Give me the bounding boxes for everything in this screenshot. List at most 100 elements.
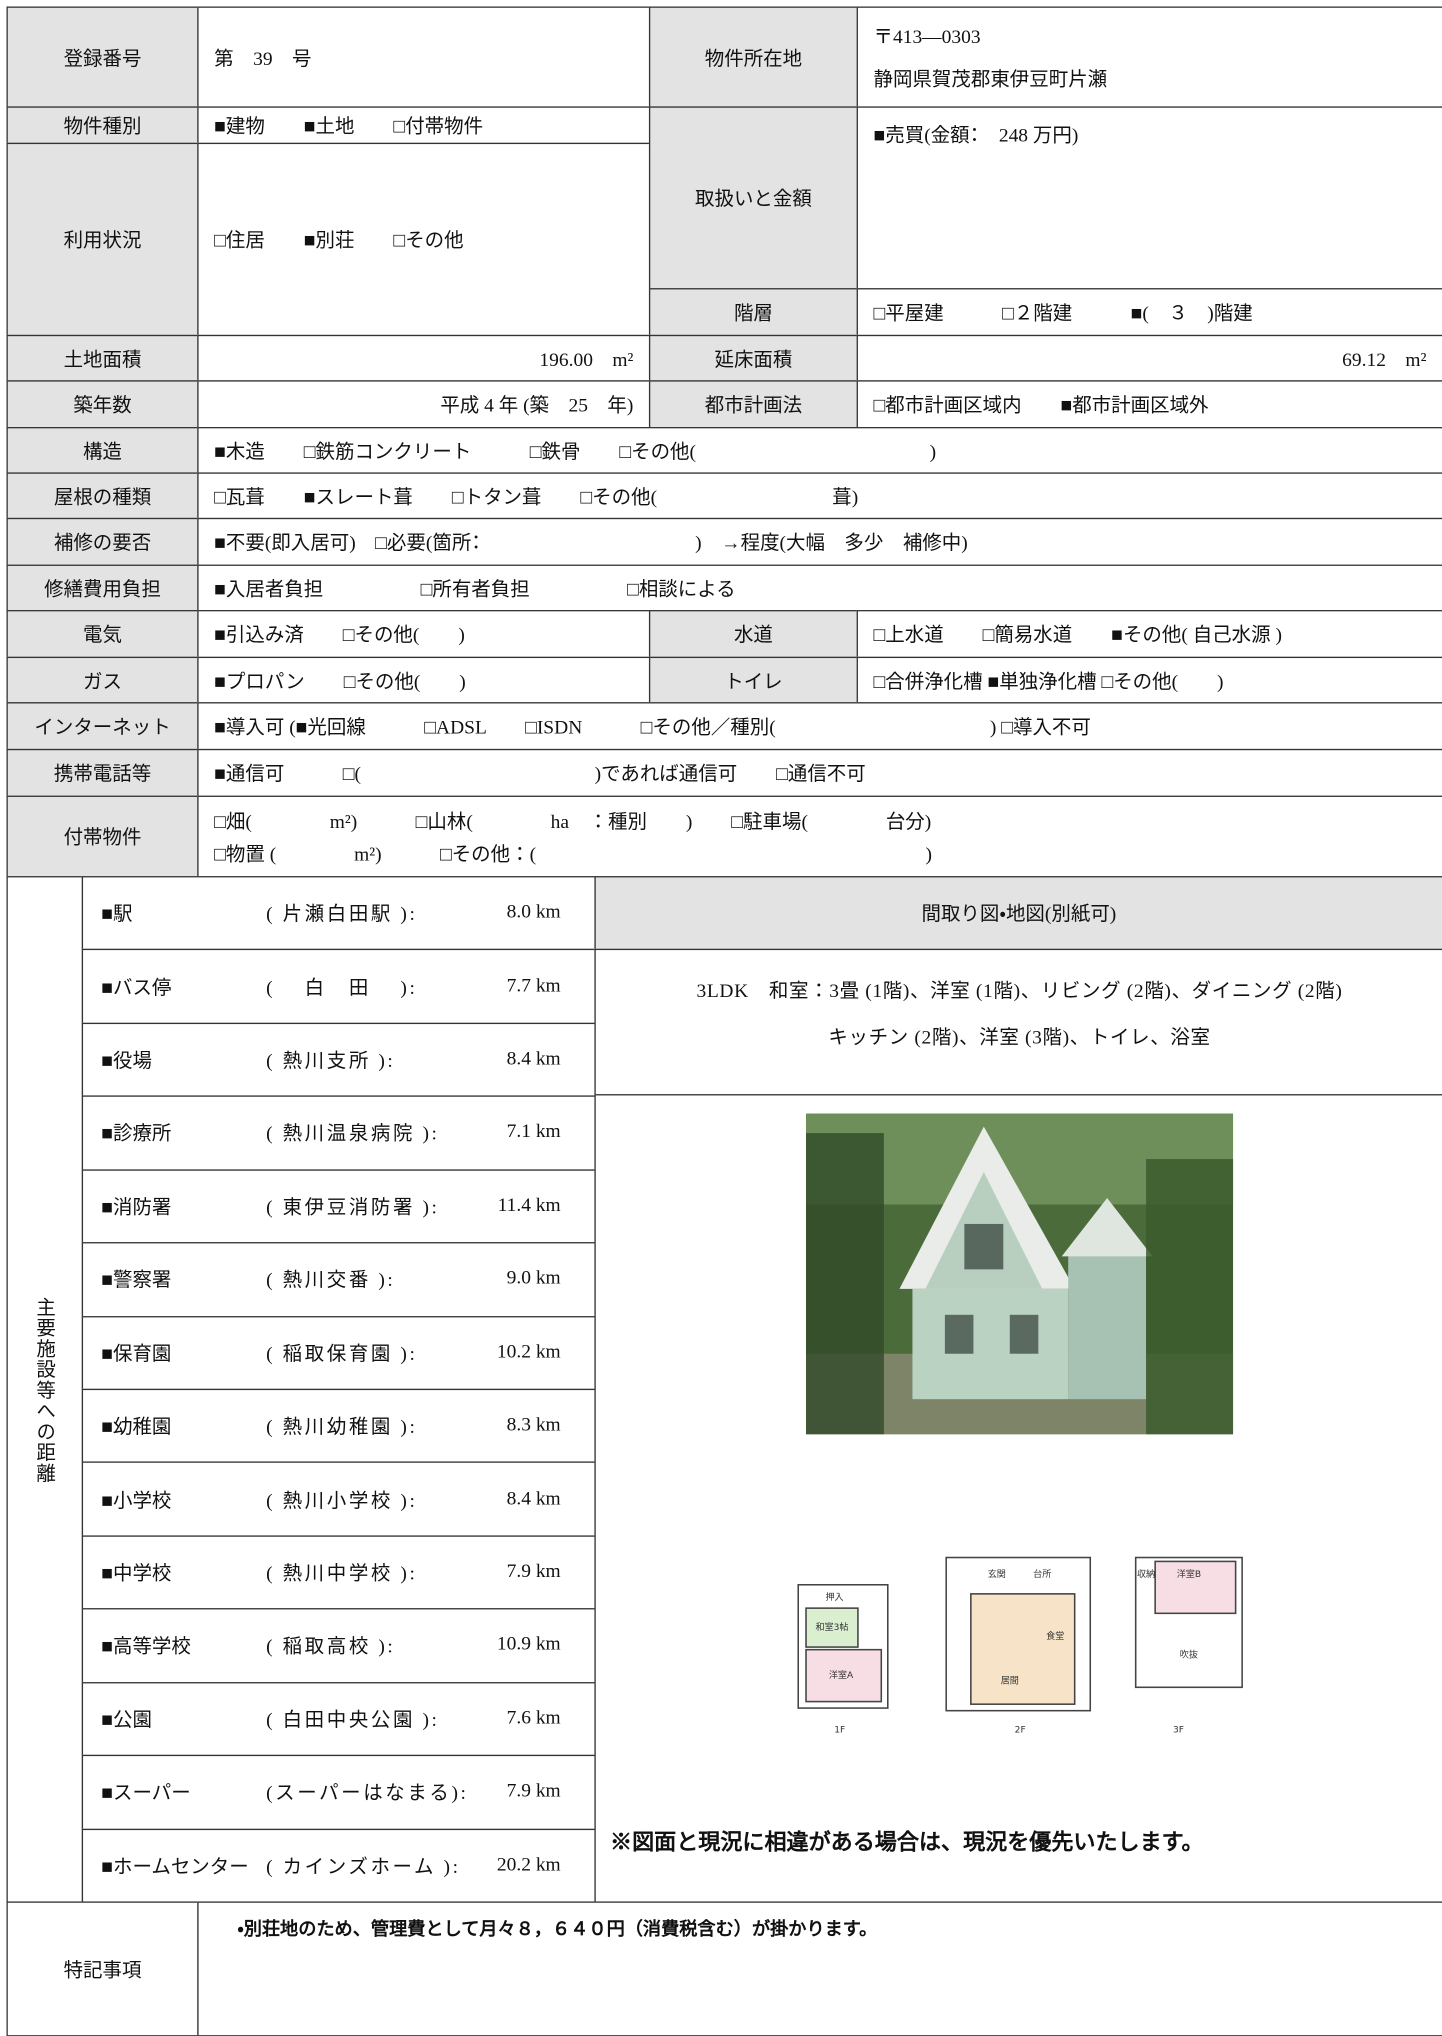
facility-place: ( 熱川支所 ): [266,1051,396,1073]
facility-name: ■駅 [101,904,133,926]
remarks-text: ・別荘地のため、管理費として月々８，６４０円（消費税含む）が掛かります。 [197,1901,1442,2036]
section-label: 主要施設等への距離 [6,876,84,1903]
facility-place: ( カインズホーム ): [266,1857,461,1878]
facility-distance: 20.2 km [496,1854,561,1876]
label-cell: 利用状況 [6,142,199,337]
facility-distance: 7.9 km [506,1781,561,1802]
plan-label: 和室3帖 [815,1621,848,1633]
facility-name: ■警察署 [101,1271,172,1292]
value-cell: □瓦葺 ■スレート葺 □トタン葺 □その他( 葺) [197,472,1442,520]
value-cell: ■通信可 □( )であれば通信可 □通信不可 [197,748,1442,797]
value-cell: □合併浄化槽 ■単独浄化槽 □その他( ) [856,656,1442,704]
facility-place: ( 白 田 ): [266,978,418,999]
facility-name: ■高等学校 [101,1637,191,1659]
label-cell: 都市計画法 [648,380,858,429]
facility-distance: 8.4 km [506,1048,561,1070]
label-cell: 築年数 [6,380,199,429]
plan-label: 居間 [1001,1675,1019,1686]
notice: ※図面と現況に相違がある場合は、現況を優先いたします。 [610,1830,1204,1855]
value-cell: 69.12 m² [856,334,1442,382]
value-cell: 平成 4 年 (築 25 年) [197,380,651,429]
distance-row: ■警察署 ( 熱川交番 ): 9.0 km [81,1242,596,1317]
value-cell: ■建物 ■土地 □付帯物件 [197,106,651,145]
value-cell: ■不要(即入居可) □必要(箇所： ) →程度(大幅 多少 補修中) [197,517,1442,566]
label-cell: 特記事項 [6,1901,199,2036]
facility-place: (スーパーはなまる): [266,1783,469,1805]
facility-name: ■スーパー [101,1783,191,1805]
label-cell: 電気 [6,610,199,659]
label-cell: トイレ [648,656,858,704]
facility-name: ■中学校 [101,1564,172,1585]
distance-row: ■役場 ( 熱川支所 ): 8.4 km [81,1022,596,1098]
value-cell: ■プロパン □その他( ) [197,656,651,704]
facility-name: ■小学校 [101,1490,172,1512]
plan-label: 収納 [1137,1568,1155,1580]
layout-figure: 押入 和室3帖 洋室A 玄関 台所 食堂 居間 洋室B 吹抜 収納 1F 2F … [797,1113,1243,1736]
value-cell: 〒413―0303 静岡県賀茂郡東伊豆町片瀬 [856,6,1442,108]
cell-line: 静岡県賀茂郡東伊豆町片瀬 [873,70,1108,91]
facility-place: ( 片瀬白田駅 ): [266,904,418,926]
facility-place: ( 熱川温泉病院 ): [266,1124,440,1146]
value-cell: ■売買(金額： 248 万円) [856,106,1442,290]
distance-row: ■スーパー (スーパーはなまる): 7.9 km [81,1754,596,1830]
facility-distance: 8.0 km [506,902,561,924]
value-cell: □平屋建 □２階建 ■( ３ )階建 [856,288,1442,337]
value-cell: ■引込み済 □その他( ) [197,610,651,659]
facility-place: ( 熱川小学校 ): [266,1490,418,1512]
label-cell: 登録番号 [6,6,199,108]
facility-name: ■幼稚園 [101,1417,172,1439]
label-cell: 延床面積 [648,334,858,382]
facility-name: ■公園 [101,1710,152,1732]
value-cell: 第 39 号 [197,6,651,108]
value-cell: □住居 ■別荘 □その他 [197,142,651,337]
label-cell: 付帯物件 [6,795,199,878]
label-cell: 物件所在地 [648,6,858,108]
value-cell: □都市計画区域内 ■都市計画区域外 [856,380,1442,429]
plan-label: 台所 [1033,1568,1051,1580]
distance-row: ■幼稚園 ( 熱川幼稚園 ): 8.3 km [81,1388,596,1464]
label-cell: 取扱いと金額 [648,106,858,290]
facility-distance: 10.2 km [496,1341,561,1363]
cell-line: □物置 ( m²) □その他：( ) [214,844,932,866]
plan-label: 洋室B [1177,1568,1201,1580]
facility-distance: 7.6 km [506,1707,561,1729]
facility-distance: 11.4 km [497,1195,561,1217]
value-cell: □上水道 □簡易水道 ■その他( 自己水源 ) [856,610,1442,659]
label-cell: 水道 [648,610,858,659]
plan-label: 押入 [825,1591,843,1603]
facility-distance: 7.9 km [506,1561,561,1583]
layout-heading: 間取り図・地図(別紙可) [594,876,1442,951]
facility-distance: 9.0 km [506,1268,561,1290]
distance-row: ■中学校 ( 熱川中学校 ): 7.9 km [81,1535,596,1610]
value-cell: ■入居者負担 □所有者負担 □相談による [197,564,1442,612]
facility-place: ( 東伊豆消防署 ): [266,1197,440,1219]
floor-label: 3F [1173,1726,1184,1736]
label-cell: 修繕費用負担 [6,564,199,612]
cell-line: 〒413―0303 [873,27,981,49]
facility-place: ( 稲取保育園 ): [266,1344,418,1366]
facility-distance: 10.9 km [496,1634,561,1656]
facility-place: ( 熱川中学校 ): [266,1564,418,1585]
facility-distance: 8.4 km [506,1488,561,1510]
floor-label: 2F [1015,1726,1026,1736]
value-cell: □畑( m²) □山林( ha ：種別 ) □駐車場( 台分) □物置 ( m²)… [197,795,1442,878]
facility-name: ■診療所 [101,1124,172,1146]
distance-row: ■小学校 ( 熱川小学校 ): 8.4 km [81,1462,596,1537]
facility-name: ■消防署 [101,1197,172,1219]
plan-label: 玄関 [988,1568,1006,1580]
label-cell: 補修の要否 [6,517,199,566]
facility-name: ■バス停 [101,978,172,999]
plan-label: 洋室A [829,1669,854,1681]
facility-place: ( 熱川幼稚園 ): [266,1417,418,1439]
plan-label: 吹抜 [1180,1648,1198,1660]
distance-row: ■公園 ( 白田中央公園 ): 7.6 km [81,1681,596,1757]
value-cell: 196.00 m² [197,334,651,382]
distance-row: ■保育園 ( 稲取保育園 ): 10.2 km [81,1315,596,1391]
label-cell: 物件種別 [6,106,199,145]
facility-name: ■保育園 [101,1344,172,1366]
layout-line: キッチン (2階)、洋室 (3階)、トイレ、浴室 [828,1027,1211,1049]
cell-line: □畑( m²) □山林( ha ：種別 ) □駐車場( 台分) [214,811,932,833]
floor-plan [797,1556,1243,1712]
